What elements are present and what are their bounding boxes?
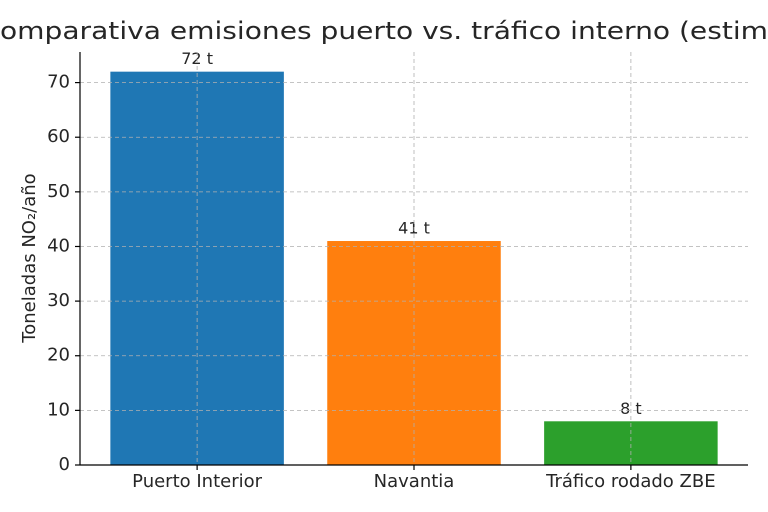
x-tick-label: Puerto Interior — [132, 471, 262, 492]
y-tick-label: 20 — [47, 345, 70, 366]
x-tick-label: Tráfico rodado ZBE — [545, 471, 715, 492]
x-tick-label: Navantia — [374, 471, 455, 492]
value-label: 8 t — [620, 399, 642, 418]
y-tick-label: 30 — [47, 290, 70, 311]
y-tick-label: 10 — [47, 399, 70, 420]
chart-title: omparativa emisiones puerto vs. tráfico … — [0, 17, 768, 45]
y-tick-label: 60 — [47, 126, 70, 147]
y-tick-label: 50 — [47, 181, 70, 202]
bar — [544, 421, 718, 465]
y-tick-label: 0 — [59, 454, 70, 475]
y-axis-label: Toneladas NO₂/año — [19, 173, 40, 343]
y-tick-label: 40 — [47, 235, 70, 256]
y-tick-label: 70 — [47, 72, 70, 93]
value-label: 72 t — [181, 49, 213, 68]
